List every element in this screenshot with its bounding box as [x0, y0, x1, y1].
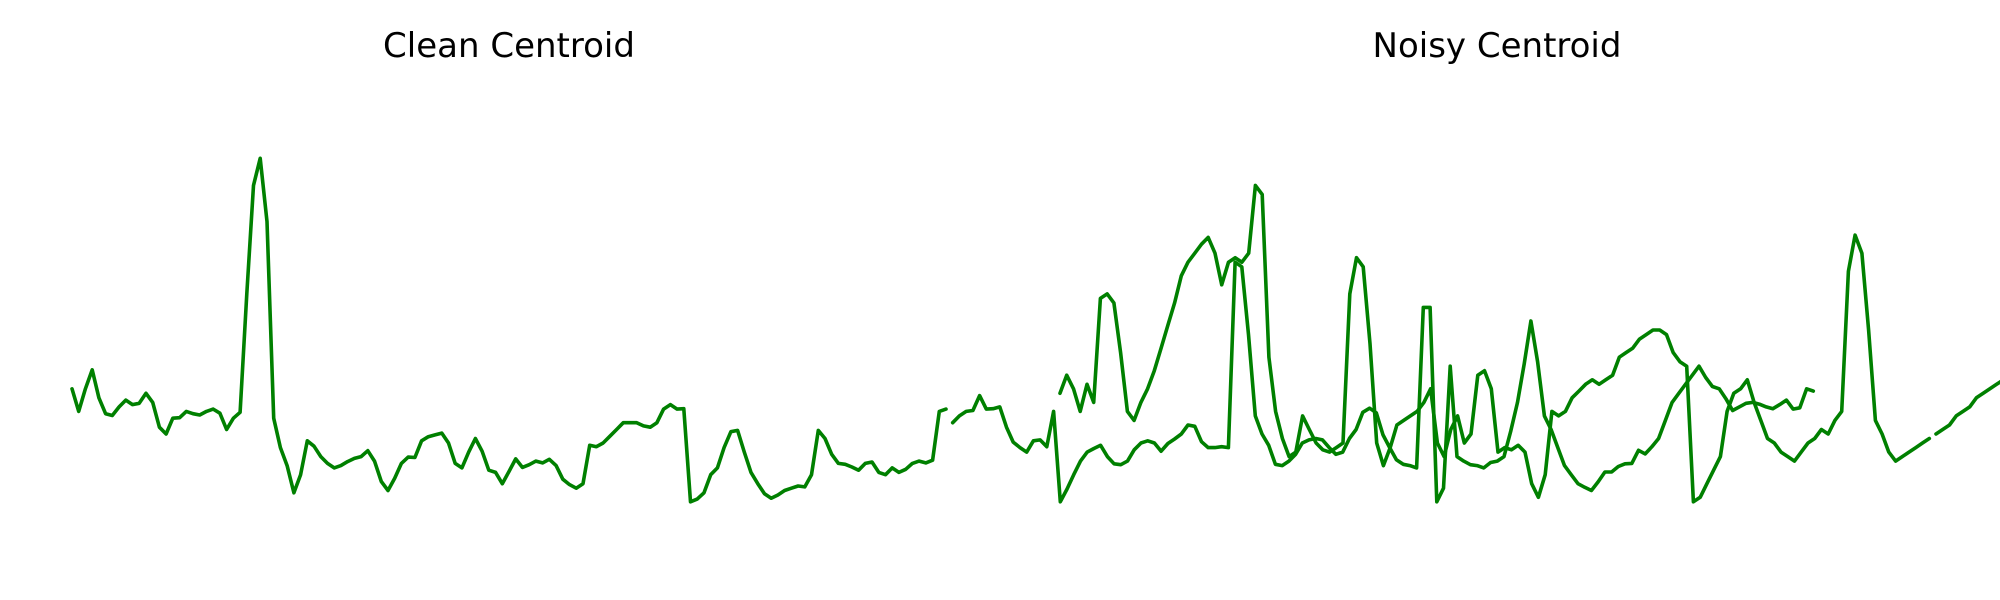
left-subplot: Clean Centroid	[70, 26, 1816, 504]
left-plot-area	[70, 156, 1816, 504]
clean-centroid-line-segment-0	[70, 156, 948, 504]
left-chart-title: Clean Centroid	[383, 26, 635, 66]
noisy-centroid-line-segment-1	[1934, 379, 2000, 436]
right-chart-title: Noisy Centroid	[1373, 26, 1622, 66]
noisy-centroid-line-segment-0	[1058, 183, 1932, 504]
right-plot-area	[1058, 183, 2000, 504]
clean-centroid-line-segment-1	[950, 260, 1816, 504]
right-subplot: Noisy Centroid	[1058, 26, 2000, 504]
